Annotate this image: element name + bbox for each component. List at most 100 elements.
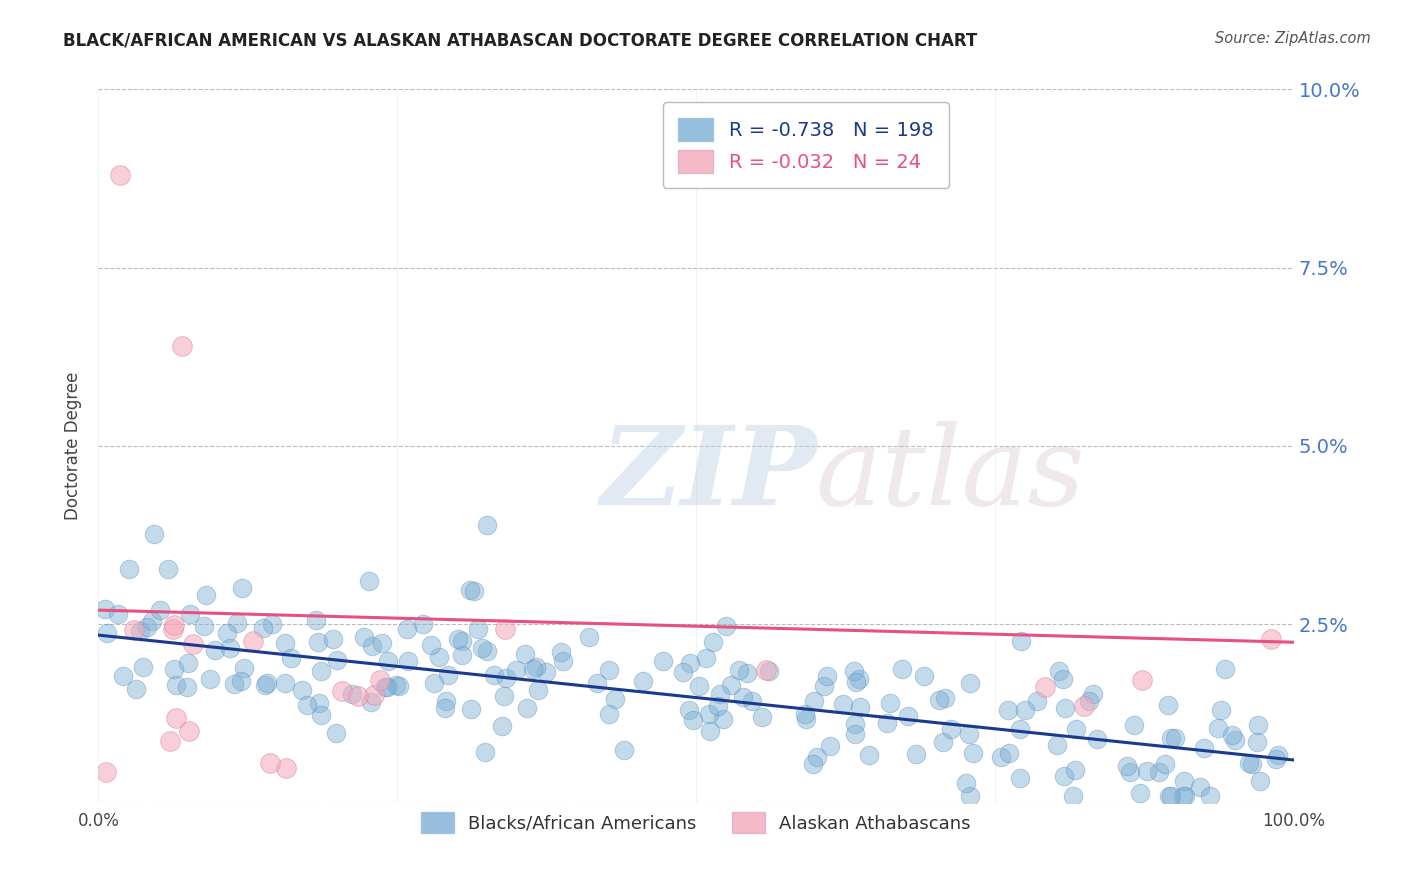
Point [388, 679, 411, 693]
Point [492, 689, 515, 703]
Point [844, 717, 866, 731]
Point [1222, 728, 1244, 742]
Point [1046, 738, 1069, 752]
Point [1189, 780, 1212, 794]
Point [897, 709, 920, 723]
Point [679, 657, 702, 671]
Point [1010, 633, 1032, 648]
Point [699, 724, 721, 739]
Point [879, 696, 901, 710]
Point [939, 722, 962, 736]
Point [912, 669, 935, 683]
Point [1157, 698, 1180, 713]
Text: ZIP: ZIP [600, 421, 817, 528]
Point [1160, 789, 1182, 803]
Point [848, 672, 870, 686]
Point [1033, 680, 1056, 694]
Point [793, 706, 815, 721]
Point [959, 789, 981, 803]
Point [491, 719, 513, 733]
Point [222, 677, 245, 691]
Point [340, 687, 363, 701]
Point [259, 756, 281, 771]
Point [181, 637, 204, 651]
Point [957, 727, 980, 741]
Point [252, 621, 274, 635]
Point [118, 562, 141, 576]
Point [149, 602, 172, 616]
Point [714, 619, 737, 633]
Point [463, 584, 485, 599]
Point [1077, 694, 1099, 708]
Point [1014, 703, 1036, 717]
Point [613, 742, 636, 756]
Point [276, 761, 298, 775]
Point [475, 644, 498, 658]
Point [1241, 757, 1264, 772]
Point [420, 638, 443, 652]
Point [198, 672, 221, 686]
Point [311, 664, 333, 678]
Point [1206, 721, 1229, 735]
Point [359, 574, 381, 589]
Point [1171, 789, 1194, 803]
Point [477, 517, 499, 532]
Point [1064, 763, 1087, 777]
Point [505, 663, 527, 677]
Point [522, 663, 544, 677]
Point [305, 613, 328, 627]
Point [195, 588, 218, 602]
Point [751, 710, 773, 724]
Point [1249, 773, 1271, 788]
Point [806, 750, 828, 764]
Point [162, 622, 184, 636]
Point [1129, 786, 1152, 800]
Point [242, 633, 264, 648]
Point [163, 618, 186, 632]
Point [876, 716, 898, 731]
Point [1213, 662, 1236, 676]
Point [1265, 752, 1288, 766]
Point [291, 683, 314, 698]
Point [325, 726, 347, 740]
Point [311, 707, 333, 722]
Point [233, 661, 256, 675]
Point [796, 713, 818, 727]
Point [474, 745, 496, 759]
Point [128, 624, 150, 638]
Point [217, 625, 239, 640]
Point [844, 727, 866, 741]
Point [467, 622, 489, 636]
Point [163, 662, 186, 676]
Point [1052, 673, 1074, 687]
Point [353, 630, 375, 644]
Point [527, 682, 550, 697]
Point [702, 635, 724, 649]
Point [346, 689, 368, 703]
Point [326, 652, 349, 666]
Point [818, 739, 841, 754]
Point [124, 623, 146, 637]
Point [136, 620, 159, 634]
Point [219, 641, 242, 656]
Point [695, 651, 717, 665]
Point [1073, 699, 1095, 714]
Point [179, 607, 201, 622]
Point [959, 676, 981, 690]
Point [598, 707, 620, 722]
Point [741, 694, 763, 708]
Point [1154, 756, 1177, 771]
Point [495, 622, 517, 636]
Point [832, 698, 855, 712]
Point [1223, 733, 1246, 747]
Point [165, 678, 187, 692]
Point [534, 665, 557, 679]
Point [427, 649, 450, 664]
Point [125, 681, 148, 696]
Point [682, 714, 704, 728]
Point [1008, 772, 1031, 786]
Point [633, 674, 655, 689]
Point [928, 693, 950, 707]
Point [1130, 673, 1153, 688]
Point [308, 696, 330, 710]
